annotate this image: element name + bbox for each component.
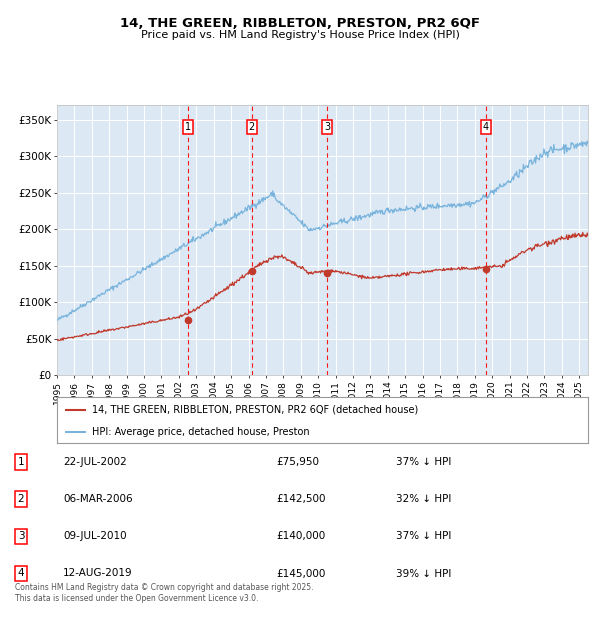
Text: 37% ↓ HPI: 37% ↓ HPI	[396, 531, 451, 541]
Text: 32% ↓ HPI: 32% ↓ HPI	[396, 494, 451, 504]
Text: 2: 2	[17, 494, 25, 504]
Text: 39% ↓ HPI: 39% ↓ HPI	[396, 569, 451, 578]
Text: 4: 4	[17, 569, 25, 578]
Text: 14, THE GREEN, RIBBLETON, PRESTON, PR2 6QF: 14, THE GREEN, RIBBLETON, PRESTON, PR2 6…	[120, 17, 480, 30]
Text: 1: 1	[185, 122, 191, 132]
Text: Price paid vs. HM Land Registry's House Price Index (HPI): Price paid vs. HM Land Registry's House …	[140, 30, 460, 40]
Text: £140,000: £140,000	[276, 531, 325, 541]
Text: 14, THE GREEN, RIBBLETON, PRESTON, PR2 6QF (detached house): 14, THE GREEN, RIBBLETON, PRESTON, PR2 6…	[92, 405, 418, 415]
Text: 22-JUL-2002: 22-JUL-2002	[63, 457, 127, 467]
Text: 3: 3	[17, 531, 25, 541]
Text: £142,500: £142,500	[276, 494, 325, 504]
Text: 09-JUL-2010: 09-JUL-2010	[63, 531, 127, 541]
Text: 2: 2	[248, 122, 255, 132]
Text: 06-MAR-2006: 06-MAR-2006	[63, 494, 133, 504]
Text: 1: 1	[17, 457, 25, 467]
Text: 37% ↓ HPI: 37% ↓ HPI	[396, 457, 451, 467]
Text: £145,000: £145,000	[276, 569, 325, 578]
Text: 12-AUG-2019: 12-AUG-2019	[63, 569, 133, 578]
Text: 3: 3	[324, 122, 330, 132]
Text: £75,950: £75,950	[276, 457, 319, 467]
Text: HPI: Average price, detached house, Preston: HPI: Average price, detached house, Pres…	[92, 427, 309, 436]
Text: 4: 4	[482, 122, 488, 132]
Text: Contains HM Land Registry data © Crown copyright and database right 2025.
This d: Contains HM Land Registry data © Crown c…	[15, 583, 314, 603]
